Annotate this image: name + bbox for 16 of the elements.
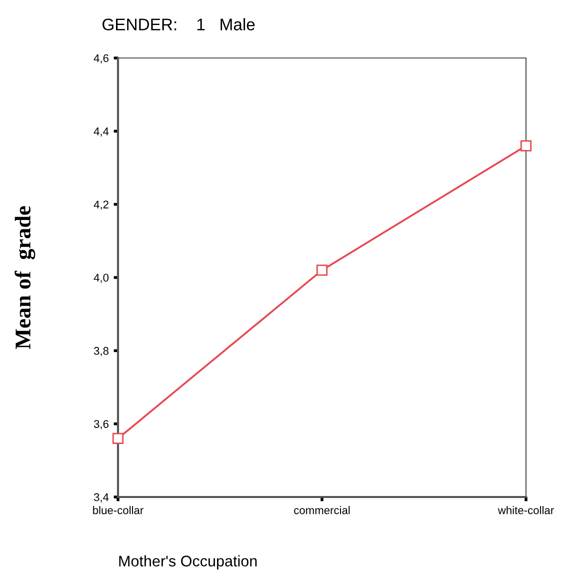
x-axis-title: Mother's Occupation	[119, 555, 257, 570]
y-tick-label: 4,2	[94, 200, 108, 210]
point	[520, 140, 532, 152]
y-tick-label: 3,6	[94, 420, 108, 430]
y-tick-label: 4,4	[94, 128, 109, 137]
point	[112, 432, 124, 444]
y-tick-label: 4,6	[94, 54, 108, 64]
point	[316, 264, 328, 276]
y-tick-label: 4,0	[94, 274, 109, 283]
y-tick-label: 3,8	[94, 346, 108, 356]
x-tick-label: white-collar	[498, 506, 554, 514]
x-tick-label: commercial	[294, 506, 350, 514]
y-tick-label: 3,4	[94, 493, 109, 502]
y-axis-title: Mean of grade	[14, 206, 36, 350]
x-tick-label: blue-collar	[93, 506, 144, 514]
chart-title: GENDER: 1 Male	[102, 18, 255, 30]
